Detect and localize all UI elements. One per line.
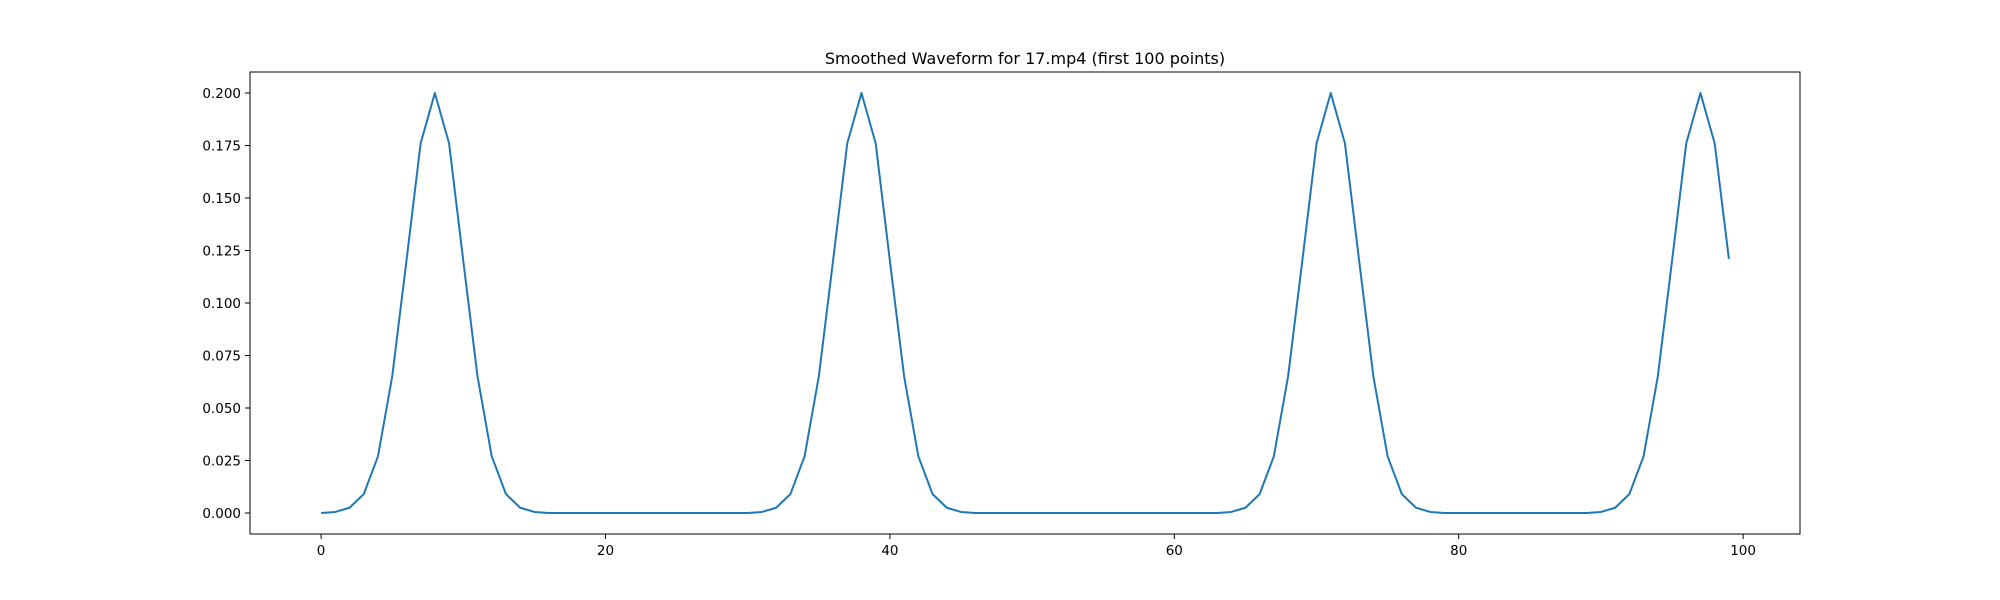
y-tick-label: 0.200 [202,86,241,102]
x-axis: 0 20 40 60 80 100 [317,534,1756,559]
y-tick-label: 0.175 [202,139,241,155]
y-tick-label: 0.025 [202,454,241,470]
chart-title: Smoothed Waveform for 17.mp4 (first 100 … [825,49,1225,68]
y-tick-label: 0.125 [202,244,241,260]
y-tick-label: 0.000 [202,506,241,522]
x-tick-label: 20 [597,543,614,559]
y-axis: 0.000 0.025 0.050 0.075 0.100 0.125 0.150 0.175… [202,86,250,522]
y-tick-label: 0.150 [202,191,241,207]
x-tick-label: 60 [1166,543,1183,559]
x-tick-label: 40 [881,543,898,559]
series-layer [321,92,1730,514]
y-tick-label: 0.100 [202,296,241,312]
x-tick-label: 80 [1450,543,1467,559]
x-tick-label: 0 [317,543,326,559]
y-tick-label: 0.075 [202,349,241,365]
x-tick-label: 100 [1730,543,1756,559]
y-tick-label: 0.050 [202,401,241,417]
series-line-0 [321,92,1730,514]
